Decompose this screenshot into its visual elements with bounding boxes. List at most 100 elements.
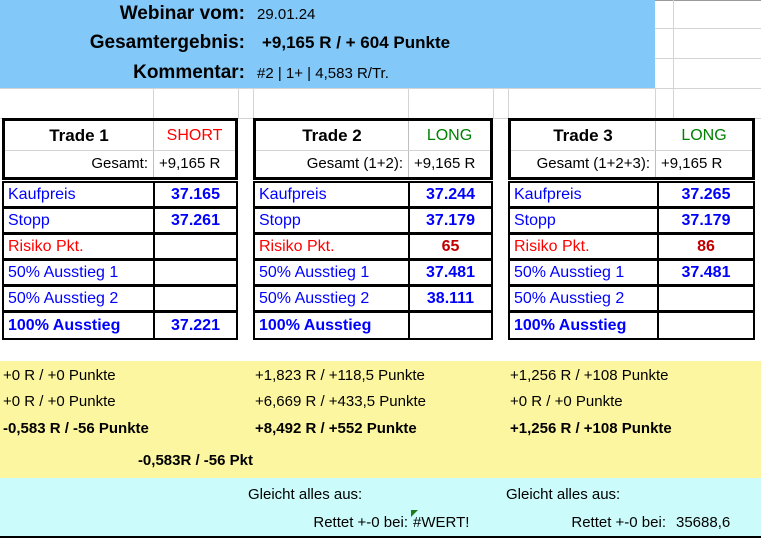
trade-1-row-risiko-label: Risiko Pkt. (8, 237, 84, 255)
trade-2-row-ausstieg-1[interactable]: 50% Ausstieg 1 37.481 (253, 259, 493, 286)
gridline (256, 150, 490, 151)
trade-1-row-ausstieg-1[interactable]: 50% Ausstieg 1 (2, 259, 238, 286)
trade-1-row-ausstieg-100-value: 37.221 (153, 313, 236, 338)
trade-2-title-divider (408, 121, 409, 177)
trade-2-titlebox (253, 118, 493, 180)
trade-2-row-risiko[interactable]: Risiko Pkt. 65 (253, 233, 493, 260)
trade-3-row-ausstieg-100-value (657, 313, 753, 338)
trade-1-result-total: -0,583 R / -56 Punkte (3, 420, 149, 437)
trade-2-row-ausstieg-100-label: 100% Ausstieg (259, 316, 372, 334)
trade-2-row-kaufpreis-label: Kaufpreis (259, 185, 327, 203)
trade-2-row-stopp-label: Stopp (259, 211, 301, 229)
trade-2-row-ausstieg-2-label: 50% Ausstieg 2 (259, 289, 370, 307)
trade-3-row-risiko[interactable]: Risiko Pkt. 86 (508, 233, 755, 260)
trade-3-row-ausstieg-100[interactable]: 100% Ausstieg (508, 311, 755, 340)
trade-1-row-stopp[interactable]: Stopp 37.261 (2, 207, 238, 234)
header-value-kommentar: #2 | 1+ | 4,583 R/Tr. (257, 64, 389, 82)
trade-1-row-ausstieg-1-label: 50% Ausstieg 1 (8, 263, 119, 281)
trade-1-row-ausstieg-1-value (153, 261, 236, 284)
header-label-webinar: Webinar vom: (119, 3, 245, 24)
trade-3-title: Trade 3 (553, 125, 613, 145)
trade-2-row-ausstieg-1-value: 37.481 (408, 261, 491, 284)
header-band (0, 0, 655, 88)
trade-3-gesamt-value: +9,165 R (661, 155, 723, 172)
trade-3-row-ausstieg-2[interactable]: 50% Ausstieg 2 (508, 285, 755, 312)
trade-3-row-stopp-label: Stopp (514, 211, 556, 229)
trade-1-row-risiko[interactable]: Risiko Pkt. (2, 233, 238, 260)
trade-2-row-risiko-label: Risiko Pkt. (259, 237, 335, 255)
trade-2-result-line-1: +1,823 R / +118,5 Punkte (255, 366, 425, 384)
gridline (408, 88, 409, 118)
trade-1-row-ausstieg-100[interactable]: 100% Ausstieg 37.221 (2, 311, 238, 340)
trade-3-footer-value: 35688,6 (676, 514, 731, 531)
trade-3-gesamt-label: Gesamt (1+2+3): (536, 155, 650, 172)
trade-2-row-ausstieg-100[interactable]: 100% Ausstieg (253, 311, 493, 340)
gridline (238, 88, 239, 118)
trade-3-row-stopp-value: 37.179 (657, 209, 753, 232)
trade-1-row-stopp-label: Stopp (8, 211, 50, 229)
trade-3-row-ausstieg-1-value: 37.481 (657, 261, 753, 284)
trade-1-row-risiko-value (153, 235, 236, 258)
bottom-border (0, 536, 761, 538)
gridline (655, 88, 761, 89)
trade-2-result-line-2: +6,669 R / +433,5 Punkte (255, 392, 426, 410)
gridline (673, 0, 674, 118)
footer-band (0, 478, 761, 538)
trade-1-title-divider (153, 121, 154, 177)
trade-2-row-kaufpreis-value: 37.244 (408, 183, 491, 206)
top-border (655, 0, 761, 1)
trade-3-titlebox (508, 118, 755, 180)
trade-2-row-ausstieg-2[interactable]: 50% Ausstieg 2 38.111 (253, 285, 493, 312)
trade-2-direction: LONG (426, 126, 473, 144)
results-band (0, 361, 761, 478)
gridline (655, 28, 761, 29)
gridline (493, 88, 494, 118)
trade-2-gesamt-label: Gesamt (1+2): (306, 155, 403, 172)
gridline (655, 88, 656, 118)
trade-1-row-kaufpreis-value: 37.165 (153, 183, 236, 206)
trade-3-row-kaufpreis-label: Kaufpreis (514, 185, 582, 203)
gridline (5, 150, 235, 151)
trade-1-gesamt-value: +9,165 R (159, 155, 221, 172)
trade-1-row-ausstieg-2-value (153, 287, 236, 310)
header-label-gesamtergebnis: Gesamtergebnis: (89, 32, 245, 53)
trade-3-row-risiko-label: Risiko Pkt. (514, 237, 590, 255)
trade-1-row-stopp-value: 37.261 (153, 209, 236, 232)
trade-1-row-ausstieg-100-label: 100% Ausstieg (8, 316, 121, 334)
trade-1-titlebox (2, 118, 238, 180)
trade-1-result-line-1: +0 R / +0 Punkte (3, 366, 116, 384)
trade-1-row-ausstieg-2[interactable]: 50% Ausstieg 2 (2, 285, 238, 312)
trade-3-result-line-2: +0 R / +0 Punkte (510, 392, 623, 410)
gridline (253, 88, 254, 118)
cell-error-marker-icon (411, 510, 418, 517)
trade-1-row-kaufpreis-label: Kaufpreis (8, 185, 76, 203)
trade-2-row-ausstieg-1-label: 50% Ausstieg 1 (259, 263, 370, 281)
trade-2-row-risiko-value: 65 (408, 235, 491, 258)
trade-1-row-kaufpreis[interactable]: Kaufpreis 37.165 (2, 181, 238, 208)
trade-2-row-kaufpreis[interactable]: Kaufpreis 37.244 (253, 181, 493, 208)
gridline (655, 58, 761, 59)
trade-3-result-line-1: +1,256 R / +108 Punkte (510, 366, 669, 384)
trade-3-row-stopp[interactable]: Stopp 37.179 (508, 207, 755, 234)
trade-1-direction: SHORT (166, 126, 223, 144)
trade-3-row-ausstieg-2-value (657, 287, 753, 310)
trade-2-footer-value: #WERT! (413, 514, 470, 531)
trade-3-row-kaufpreis-value: 37.265 (657, 183, 753, 206)
header-label-kommentar: Kommentar: (133, 62, 245, 83)
trade-3-footer-note: Gleicht alles aus: (506, 486, 621, 503)
header-value-webinar-date: 29.01.24 (257, 5, 316, 23)
trade-3-direction: LONG (681, 126, 727, 144)
header-value-gesamtergebnis: +9,165 R / + 604 Punkte (262, 33, 451, 52)
trade-2-row-ausstieg-2-value: 38.111 (408, 287, 491, 310)
trade-3-result-total: +1,256 R / +108 Punkte (510, 420, 672, 437)
gridline (508, 88, 509, 118)
trade-2-row-stopp[interactable]: Stopp 37.179 (253, 207, 493, 234)
trade-3-row-ausstieg-1[interactable]: 50% Ausstieg 1 37.481 (508, 259, 755, 286)
trade-3-row-kaufpreis[interactable]: Kaufpreis 37.265 (508, 181, 755, 208)
trade-1-gesamt-label: Gesamt: (91, 155, 148, 172)
trade-2-result-total: +8,492 R / +552 Punkte (255, 420, 417, 437)
trade-3-title-divider (655, 121, 656, 177)
trade-2-gesamt-value: +9,165 R (414, 155, 476, 172)
trade-1-title: Trade 1 (49, 125, 109, 145)
